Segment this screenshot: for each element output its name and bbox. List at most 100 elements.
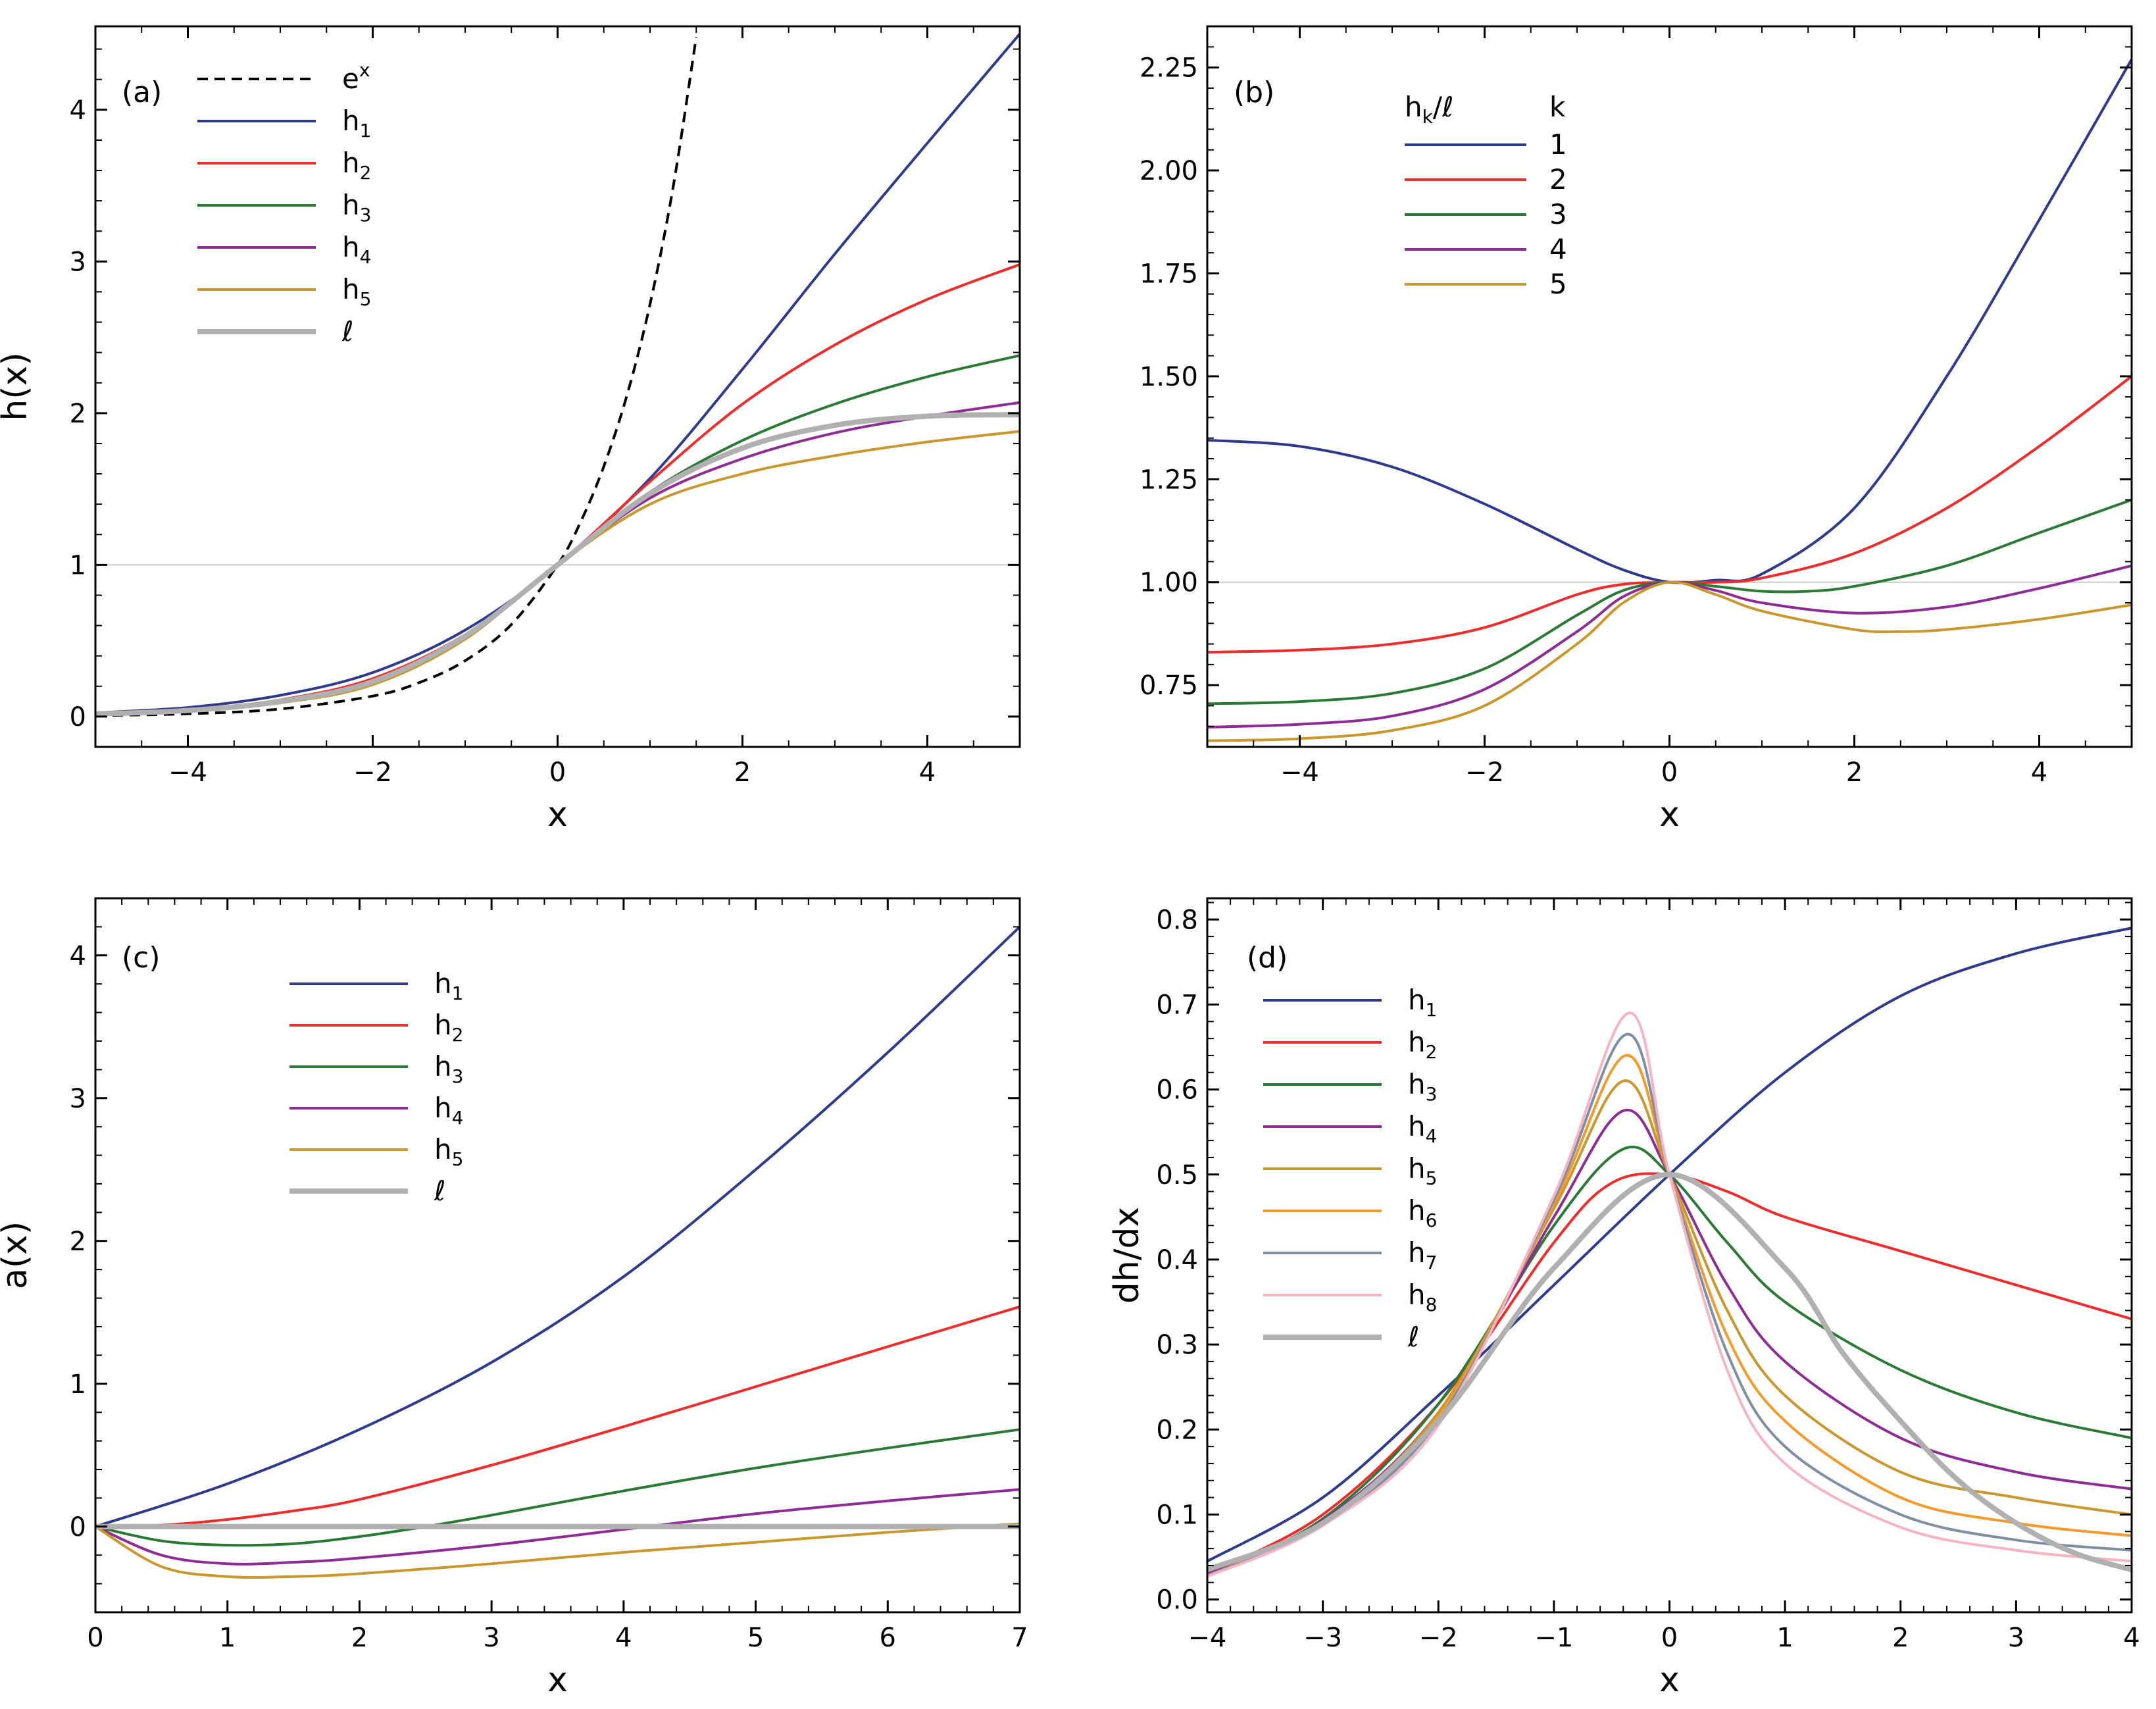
legend-label-h5: 5 xyxy=(1549,268,1567,300)
legend-label-base: h xyxy=(342,147,360,179)
series-line-h4 xyxy=(1207,564,2132,728)
x-tick-label: −2 xyxy=(353,757,392,788)
legend-label-sub: 3 xyxy=(1426,1083,1438,1105)
legend-label-sub: 4 xyxy=(360,246,372,268)
panel-label: (d) xyxy=(1247,941,1288,975)
x-tick-label: 2 xyxy=(1846,757,1863,788)
legend-label-h1: h1 xyxy=(434,967,463,1004)
x-tick-label: 2 xyxy=(351,1623,368,1653)
series-line-h3 xyxy=(1207,1145,2132,1575)
legend-label-base: h xyxy=(434,1050,452,1083)
y-tick-label: 0.75 xyxy=(1140,671,1198,701)
x-axis-label: x xyxy=(547,795,568,834)
y-tick-label: 0.6 xyxy=(1156,1075,1198,1106)
legend-label-h2: h2 xyxy=(1408,1026,1437,1063)
series-group xyxy=(1207,59,2132,742)
legend-label-h2: 2 xyxy=(1549,163,1567,195)
series-line-h1 xyxy=(1207,59,2132,584)
series-line-exp xyxy=(95,36,698,717)
legend-label-exp: ex xyxy=(342,59,370,95)
legend-label-h2: h2 xyxy=(434,1009,463,1046)
x-tick-label: 1 xyxy=(1776,1623,1793,1653)
legend-label-base: h xyxy=(1408,1237,1426,1269)
legend-label-h4: h4 xyxy=(1408,1110,1437,1147)
legend-label-base: h xyxy=(434,1009,452,1041)
x-tick-label: 4 xyxy=(919,757,936,788)
legend-header-sub: k xyxy=(1422,106,1434,128)
series-line-h5 xyxy=(1207,580,2132,742)
x-tick-label: 5 xyxy=(747,1623,764,1653)
x-tick-label: 6 xyxy=(880,1623,896,1653)
series-line-ell xyxy=(95,412,1020,717)
panel-label: (b) xyxy=(1234,76,1274,109)
series-line-h3 xyxy=(95,354,1020,715)
legend-label-h3: h3 xyxy=(434,1050,463,1087)
y-tick-label: 0.3 xyxy=(1156,1330,1198,1360)
x-axis-label: x xyxy=(1659,1660,1680,1700)
legend-label-sub: 8 xyxy=(1426,1294,1438,1315)
x-tick-label: −2 xyxy=(1465,757,1504,788)
x-tick-label: 0 xyxy=(1661,757,1678,788)
legend-label-h4: h4 xyxy=(342,231,371,268)
series-line-h4 xyxy=(95,1488,1020,1566)
legend-label-base: h xyxy=(434,1133,452,1165)
legend-label-ell: ℓ xyxy=(341,315,353,347)
legend-label-base: e xyxy=(342,63,359,95)
y-axis-label: a(x) xyxy=(0,1221,35,1289)
series-group xyxy=(95,925,1020,1579)
legend-label-h1: h1 xyxy=(1408,984,1437,1021)
y-tick-label: 4 xyxy=(70,941,86,971)
y-tick-label: 3 xyxy=(70,1084,86,1114)
x-tick-label: 4 xyxy=(2123,1623,2140,1653)
legend-label-h4: h4 xyxy=(434,1092,463,1129)
series-line-h1 xyxy=(1207,927,2132,1563)
y-tick-label: 0.1 xyxy=(1156,1500,1198,1530)
legend-label-h3: h3 xyxy=(342,189,371,226)
y-tick-label: 1.50 xyxy=(1140,362,1198,392)
x-tick-label: 7 xyxy=(1011,1623,1028,1653)
panel-d: −4 −3 −2 −1 0 1 2 3 4 0.0 0.1 0.2 0.3 0.4 0.5 0.6 0.7 0.8… xyxy=(1107,897,2140,1700)
y-tick-label: 1 xyxy=(70,550,86,580)
legend-label-sub: 7 xyxy=(1426,1252,1438,1273)
y-tick-label: 1.00 xyxy=(1140,568,1198,598)
x-tick-label: 0 xyxy=(1661,1623,1678,1653)
series-line-h2 xyxy=(1207,375,2132,654)
x-axis-label: x xyxy=(547,1660,568,1700)
legend-label-base: h xyxy=(342,231,360,263)
y-tick-label: 0.0 xyxy=(1156,1585,1198,1616)
series-line-h7 xyxy=(1207,1033,2132,1577)
legend-label-h2: h2 xyxy=(342,147,371,184)
series-line-h5 xyxy=(95,1522,1020,1579)
legend-label-sub: 5 xyxy=(360,288,372,310)
series-line-h2 xyxy=(95,1305,1020,1528)
axes-frame xyxy=(94,897,1021,1614)
legend-label-base: h xyxy=(1408,1152,1426,1185)
y-tick-label: 2 xyxy=(70,1227,86,1257)
y-axis-label: dh/dx xyxy=(1107,1207,1147,1304)
legend-label-base: h xyxy=(1408,1279,1426,1311)
legend-label-h5: h5 xyxy=(342,273,371,310)
legend-label-sub: 5 xyxy=(1426,1167,1438,1189)
legend-label-base: h xyxy=(1408,1110,1426,1142)
x-tick-label: 1 xyxy=(219,1623,236,1653)
y-tick-label: 0.4 xyxy=(1156,1245,1198,1275)
legend-label-base: h xyxy=(1408,984,1426,1016)
x-tick-label: −4 xyxy=(168,757,207,788)
legend-header-base: h xyxy=(1405,91,1422,123)
x-tick-label: −1 xyxy=(1534,1623,1573,1653)
series-line-h3 xyxy=(95,1428,1020,1547)
series-line-h8 xyxy=(1207,1011,2132,1578)
legend-label-base: h xyxy=(1408,1026,1426,1058)
y-tick-label: 0 xyxy=(70,702,86,732)
series-line-h1 xyxy=(95,33,1020,715)
legend-label-base: h xyxy=(342,273,360,305)
legend-label-sub: 4 xyxy=(1426,1125,1438,1147)
legend-label-base: ℓ xyxy=(434,1175,445,1207)
y-tick-label: 2.25 xyxy=(1140,53,1198,84)
x-tick-label: 2 xyxy=(1892,1623,1909,1653)
y-tick-label: 2.00 xyxy=(1140,156,1198,186)
